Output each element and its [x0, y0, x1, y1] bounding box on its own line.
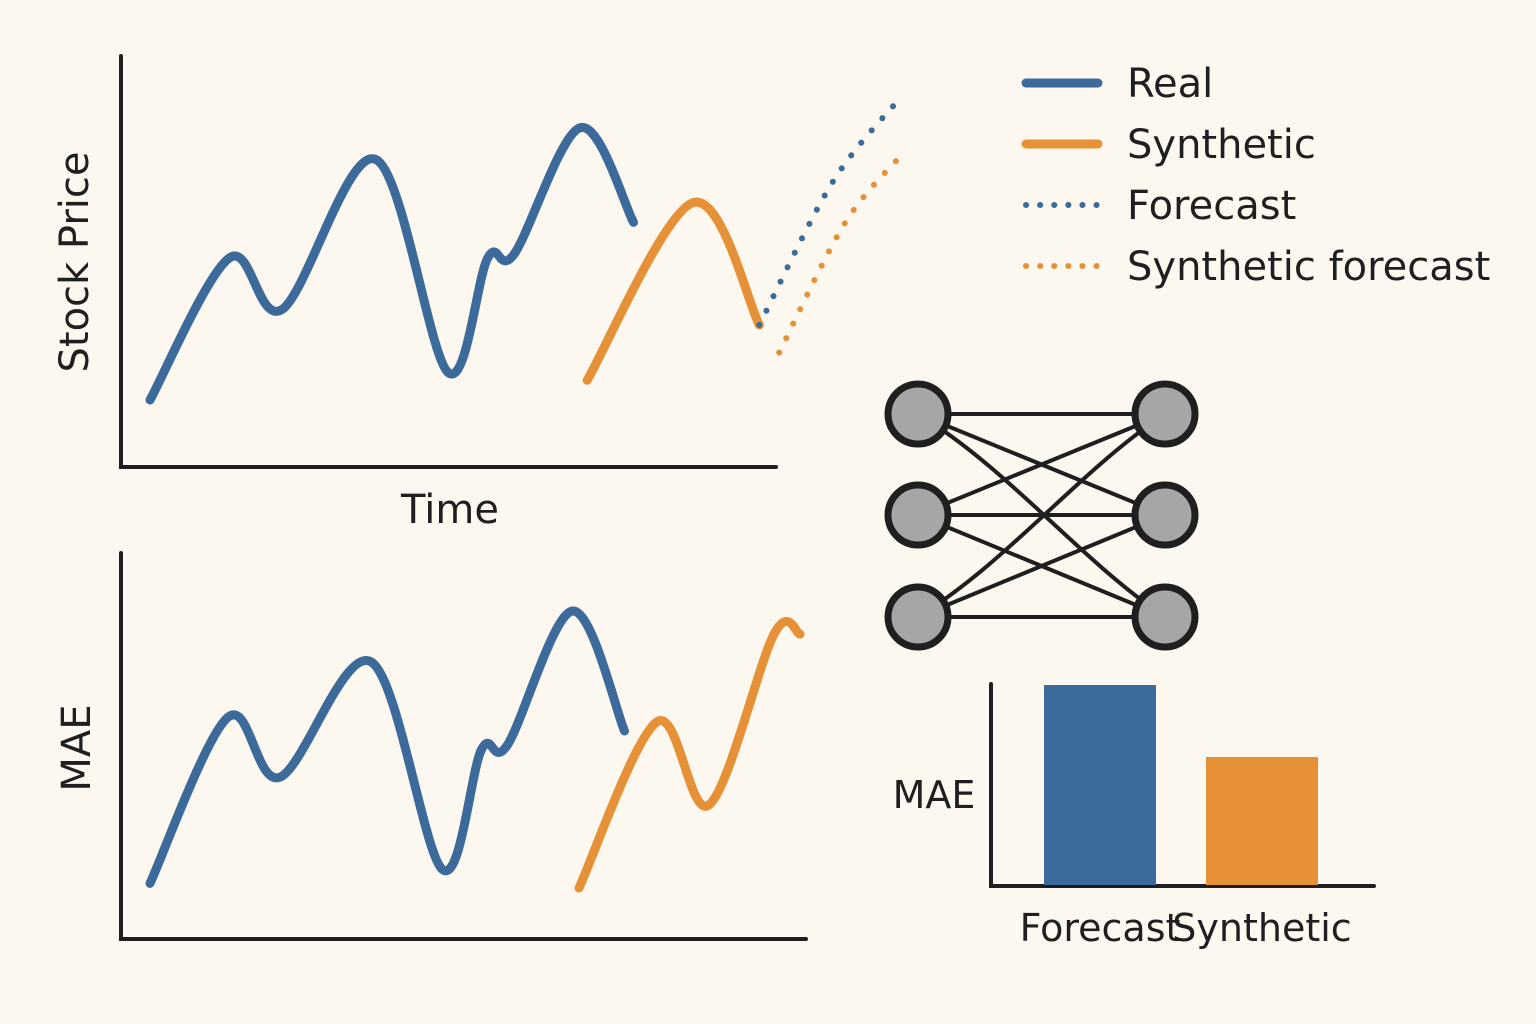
- network-edge: [917, 513, 1166, 619]
- legend-label: Synthetic forecast: [1127, 244, 1490, 290]
- legend-label: Real: [1127, 61, 1213, 107]
- mae-line-chart: MAE: [54, 551, 808, 941]
- legend-label: Forecast: [1127, 183, 1296, 229]
- network-edges: [916, 412, 1167, 619]
- mae-line-chart-axes: [119, 551, 808, 941]
- bar-forecast: [1044, 685, 1156, 885]
- legend-label: Synthetic: [1127, 122, 1316, 168]
- series-line-synthetic-forecast: [776, 148, 908, 356]
- network-edge: [916, 412, 1167, 619]
- neural-network-icon: [884, 380, 1199, 651]
- series-line-synthetic: [582, 198, 764, 385]
- legend: Real Synthetic Forecast Synthetic forecast: [1021, 61, 1490, 290]
- series-line-forecast: [756, 96, 902, 328]
- network-edge: [917, 412, 1166, 517]
- series-line-real: [145, 606, 629, 888]
- network-input-node: [884, 380, 952, 448]
- bar-chart-axes: [989, 682, 1376, 888]
- bar-chart-ylabel: MAE: [893, 773, 976, 817]
- stock-chart-ylabel: Stock Price: [52, 152, 98, 373]
- series-line-real: [145, 123, 638, 405]
- stock-price-chart: Stock Price Time: [52, 54, 908, 533]
- network-output-node: [1131, 481, 1199, 549]
- network-output-node: [1131, 583, 1199, 651]
- mae-line-chart-ylabel: MAE: [54, 704, 100, 791]
- network-input-node: [884, 481, 952, 549]
- bar-synthetic: [1206, 757, 1318, 885]
- series-line-synthetic: [574, 617, 805, 893]
- network-input-node: [884, 583, 952, 651]
- bar-category-label: Synthetic: [1172, 906, 1351, 950]
- stock-chart-series-group: [145, 96, 908, 405]
- network-output-node: [1131, 380, 1199, 448]
- bar-category-label: Forecast: [1020, 906, 1181, 950]
- stock-chart-axes: [119, 54, 778, 469]
- stock-chart-xlabel: Time: [400, 487, 499, 533]
- mae-line-chart-series-group: [145, 606, 805, 893]
